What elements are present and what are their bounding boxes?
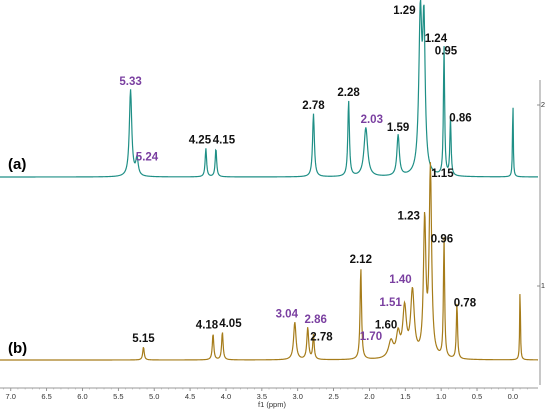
- right-axis-label-2: 2: [541, 100, 545, 109]
- peak-label-layer: 5.33 5.24 4.25 4.15 2.78 2.28 2.03 1.59 1.29 1.24…: [119, 5, 476, 345]
- peak-label-b-10: 1.40: [389, 274, 411, 286]
- peak-label-a-0: 5.33: [119, 76, 141, 88]
- peak-label-a-9: 1.24: [425, 33, 448, 45]
- x-tick-label-0: 7.0: [6, 392, 16, 401]
- peak-label-b-14: 0.78: [454, 298, 477, 310]
- peak-label-b-13: 0.96: [431, 234, 453, 246]
- peak-label-b-8: 1.60: [375, 319, 397, 331]
- x-tick-label-6: 4.0: [221, 392, 231, 401]
- peak-label-a-6: 2.03: [361, 114, 383, 126]
- peak-label-a-2: 4.25: [189, 135, 212, 147]
- peak-label-b-6: 2.12: [350, 254, 372, 266]
- peak-label-b-2: 4.05: [219, 318, 242, 330]
- x-tick-label-11: 1.5: [400, 392, 410, 401]
- peak-label-a-11: 0.86: [449, 113, 471, 125]
- peak-label-a-10: 0.95: [435, 45, 458, 57]
- x-tick-label-2: 6.0: [77, 392, 87, 401]
- trace-b-label: (b): [8, 340, 27, 357]
- x-tick-label-8: 3.0: [292, 392, 302, 401]
- right-axis-label-1: 1: [541, 281, 545, 290]
- peak-label-b-1: 4.18: [196, 320, 219, 332]
- x-tick-label-12: 1.0: [436, 392, 446, 401]
- peak-label-b-7: 1.70: [360, 331, 382, 343]
- x-axis: 7.0 6.5 6.0 5.5 5.0 4.5 4.0 3.5 3.0 2.5 2.0 1.5 1.0 0…: [0, 80, 541, 401]
- peak-label-b-11: 1.23: [398, 211, 420, 223]
- peak-label-b-12: 1.15: [431, 168, 454, 180]
- peak-label-a-1: 5.24: [136, 152, 159, 164]
- peak-label-b-9: 1.51: [379, 297, 402, 309]
- trace-layer: [0, 0, 538, 361]
- x-tick-label-1: 6.5: [41, 392, 51, 401]
- x-tick-label-9: 2.5: [328, 392, 338, 401]
- peak-label-b-0: 5.15: [132, 333, 155, 345]
- x-tick-label-4: 5.0: [149, 392, 159, 401]
- x-tick-label-3: 5.5: [113, 392, 123, 401]
- x-tick-label-7: 3.5: [257, 392, 267, 401]
- trace-a-label: (a): [8, 156, 26, 173]
- peak-label-a-3: 4.15: [213, 135, 236, 147]
- peak-label-b-4: 2.86: [305, 314, 327, 326]
- trace-a-line: [0, 0, 538, 178]
- x-tick-label-10: 2.0: [364, 392, 374, 401]
- peak-label-a-5: 2.28: [337, 87, 360, 99]
- peak-label-b-5: 2.78: [310, 332, 333, 344]
- trace-b-line: [0, 162, 538, 361]
- peak-label-a-8: 1.29: [393, 5, 415, 17]
- peak-label-a-4: 2.78: [302, 100, 325, 112]
- x-tick-label-5: 4.5: [185, 392, 195, 401]
- x-axis-title: f1 (ppm): [258, 400, 286, 409]
- x-tick-label-14: 0.0: [508, 392, 518, 401]
- x-tick-label-13: 0.5: [472, 392, 482, 401]
- peak-label-a-7: 1.59: [387, 122, 409, 134]
- peak-label-b-3: 3.04: [276, 308, 299, 320]
